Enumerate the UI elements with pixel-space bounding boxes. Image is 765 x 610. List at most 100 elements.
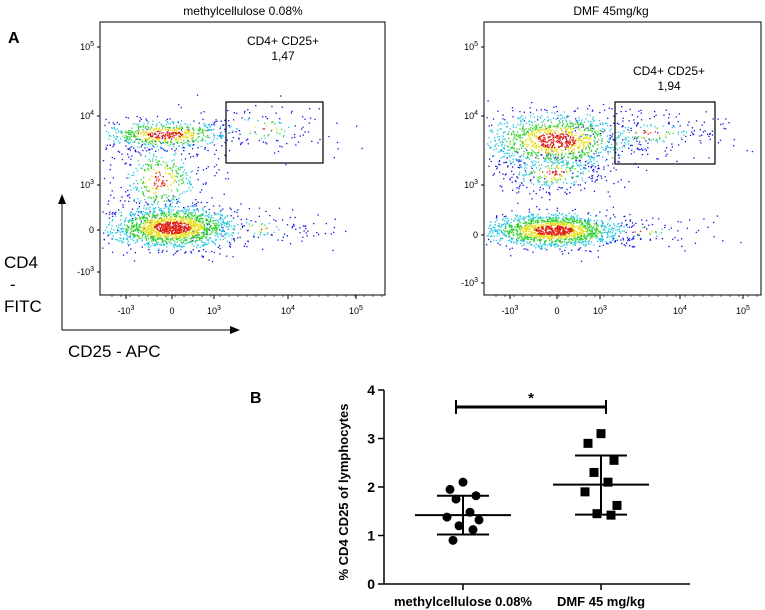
event-dot <box>591 165 593 167</box>
event-dot <box>606 122 608 125</box>
event-dot <box>679 125 681 127</box>
event-dot <box>556 124 558 126</box>
event-dot <box>148 225 150 227</box>
event-dot <box>188 180 190 182</box>
event-dot <box>621 150 623 153</box>
event-dot <box>166 138 168 140</box>
event-dot <box>143 216 145 218</box>
event-dot <box>174 237 176 239</box>
event-dot <box>119 219 122 221</box>
event-dot <box>192 137 194 139</box>
event-dot <box>161 218 163 221</box>
event-dot <box>593 220 595 222</box>
event-dot <box>156 223 158 226</box>
event-dot <box>155 214 158 216</box>
event-dot <box>145 230 148 232</box>
event-dot <box>620 132 622 134</box>
event-dot <box>595 150 597 152</box>
event-dot <box>188 235 190 237</box>
event-dot <box>240 143 242 146</box>
event-dot <box>609 241 612 243</box>
event-dot <box>171 232 174 234</box>
event-dot <box>630 226 633 228</box>
event-dot <box>619 155 621 157</box>
event-dot <box>492 230 494 232</box>
event-dot <box>137 146 139 148</box>
event-dot <box>109 222 111 224</box>
event-dot <box>149 152 151 154</box>
event-dot <box>625 110 627 112</box>
event-dot <box>645 140 647 142</box>
event-dot <box>528 152 530 154</box>
event-dot <box>130 158 132 160</box>
event-dot <box>226 221 229 223</box>
event-dot <box>184 158 187 160</box>
event-dot <box>149 234 152 236</box>
event-dot <box>227 233 229 235</box>
event-dot <box>667 122 670 125</box>
event-dot <box>181 134 184 136</box>
event-dot <box>154 245 156 247</box>
event-dot <box>180 129 182 131</box>
event-dot <box>162 225 164 227</box>
event-dot <box>218 224 220 227</box>
event-dot <box>158 233 160 235</box>
event-dot <box>144 127 146 129</box>
event-dot <box>152 145 155 147</box>
event-dot <box>488 225 491 227</box>
event-dot <box>220 226 222 228</box>
event-dot <box>166 230 168 232</box>
event-dot <box>107 132 110 134</box>
event-dot <box>193 143 195 146</box>
event-dot <box>220 137 222 139</box>
event-dot <box>134 233 136 236</box>
event-dot <box>504 174 506 176</box>
event-dot <box>622 239 625 241</box>
event-dot <box>197 244 199 246</box>
event-dot <box>595 224 598 226</box>
event-dot <box>168 213 170 216</box>
event-dot <box>221 134 223 136</box>
event-dot <box>172 223 174 226</box>
event-dot <box>188 231 191 233</box>
event-dot <box>613 167 615 169</box>
event-dot <box>283 233 286 235</box>
event-dot <box>135 219 137 221</box>
event-dot <box>531 215 534 217</box>
event-dot <box>157 220 160 223</box>
event-dot <box>135 167 137 169</box>
event-dot <box>147 169 149 171</box>
event-dot <box>511 238 513 240</box>
event-dot <box>596 135 599 137</box>
event-dot <box>577 126 580 128</box>
event-dot <box>118 131 120 133</box>
event-dot <box>539 189 541 191</box>
event-dot <box>563 155 565 157</box>
event-dot <box>164 184 166 187</box>
event-dot <box>164 230 166 232</box>
event-dot <box>153 213 155 216</box>
event-dot <box>550 158 553 160</box>
event-dot <box>569 186 572 188</box>
event-dot <box>518 167 520 169</box>
event-dot <box>544 178 546 180</box>
event-dot <box>514 226 516 228</box>
event-dot <box>204 242 206 244</box>
event-dot <box>159 238 161 240</box>
event-dot <box>611 227 614 229</box>
event-dot <box>209 126 211 128</box>
event-dot <box>120 228 122 230</box>
event-dot <box>182 235 184 237</box>
event-dot <box>529 111 532 114</box>
event-dot <box>134 242 137 244</box>
event-dot <box>597 167 600 169</box>
event-dot <box>510 225 512 227</box>
event-dot <box>158 218 160 220</box>
event-dot <box>165 227 168 230</box>
event-dot <box>181 179 184 182</box>
event-dot <box>172 132 174 134</box>
event-dot <box>497 242 499 244</box>
event-dot <box>205 229 207 231</box>
event-dot <box>141 140 143 142</box>
event-dot <box>599 129 601 131</box>
